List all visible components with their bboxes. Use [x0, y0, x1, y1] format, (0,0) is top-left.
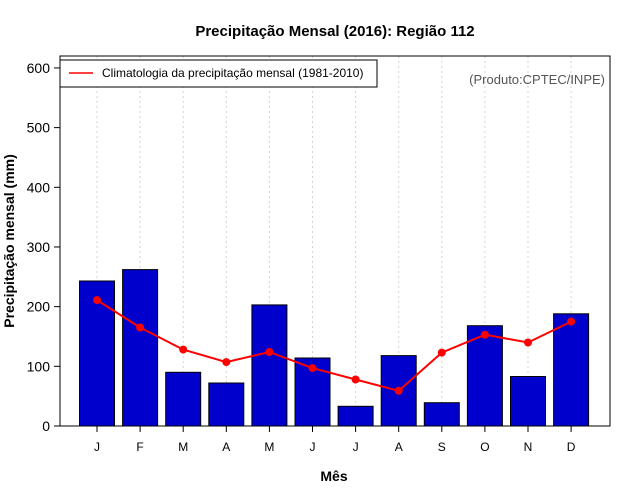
bar-8 — [423, 402, 460, 427]
climatology-point-1 — [136, 323, 145, 332]
x-tick-label: A — [395, 440, 403, 454]
x-tick-label: M — [178, 440, 188, 454]
climatology-point-11 — [567, 317, 576, 326]
chart-title: Precipitação Mensal (2016): Região 112 — [195, 23, 474, 40]
x-tick-label: J — [94, 440, 100, 454]
x-tick-label: M — [264, 440, 274, 454]
x-tick-label: D — [567, 440, 576, 454]
legend-entry-climatology: Climatologia da precipitação mensal (198… — [102, 66, 363, 80]
climatology-line — [96, 299, 572, 392]
legend-box — [59, 59, 378, 88]
bar-series — [79, 269, 590, 427]
product-credit: (Produto:CPTEC/INPE) — [469, 72, 605, 87]
x-tick-label: A — [222, 440, 230, 454]
climatology-point-9 — [480, 330, 489, 339]
x-tick-label: F — [136, 440, 143, 454]
climatology-point-10 — [524, 338, 532, 347]
y-tick-label: 500 — [27, 120, 51, 136]
y-axis: 0 100 200 300 400 500 600 — [27, 60, 60, 434]
x-tick-label: S — [438, 440, 446, 454]
bar-2 — [165, 371, 202, 427]
y-tick-label: 0 — [42, 418, 50, 434]
bar-3 — [208, 382, 245, 427]
climatology-point-5 — [308, 364, 317, 373]
y-tick-label: 600 — [27, 60, 51, 76]
y-tick-label: 200 — [27, 299, 51, 315]
bar-0 — [79, 280, 115, 427]
x-tick-label: O — [480, 440, 489, 454]
x-tick-label: N — [524, 440, 533, 454]
y-tick-label: 100 — [27, 358, 51, 374]
climatology-point-2 — [179, 345, 188, 354]
x-tick-label: J — [310, 440, 316, 454]
legend: Climatologia da precipitação mensal (198… — [59, 59, 378, 88]
climatology-point-0 — [93, 296, 101, 305]
bar-4 — [251, 304, 288, 427]
y-axis-label: Precipitação mensal (mm) — [1, 154, 17, 328]
bar-9 — [466, 325, 503, 427]
climatology-point-7 — [394, 386, 403, 395]
climatology-point-8 — [437, 348, 446, 357]
x-axis-label: Mês — [320, 468, 347, 484]
bar-11 — [553, 313, 590, 427]
climatology-point-4 — [265, 348, 274, 356]
climatology-line-series — [93, 296, 576, 395]
bar-1 — [122, 269, 159, 427]
bar-6 — [337, 405, 374, 427]
climatology-point-3 — [222, 358, 231, 367]
bar-10 — [510, 376, 546, 427]
y-tick-label: 400 — [27, 179, 51, 195]
x-tick-label: J — [353, 440, 359, 454]
y-tick-label: 300 — [27, 239, 51, 255]
grid-lines — [96, 56, 572, 426]
plot-frame — [59, 55, 611, 427]
climatology-point-6 — [351, 375, 360, 384]
